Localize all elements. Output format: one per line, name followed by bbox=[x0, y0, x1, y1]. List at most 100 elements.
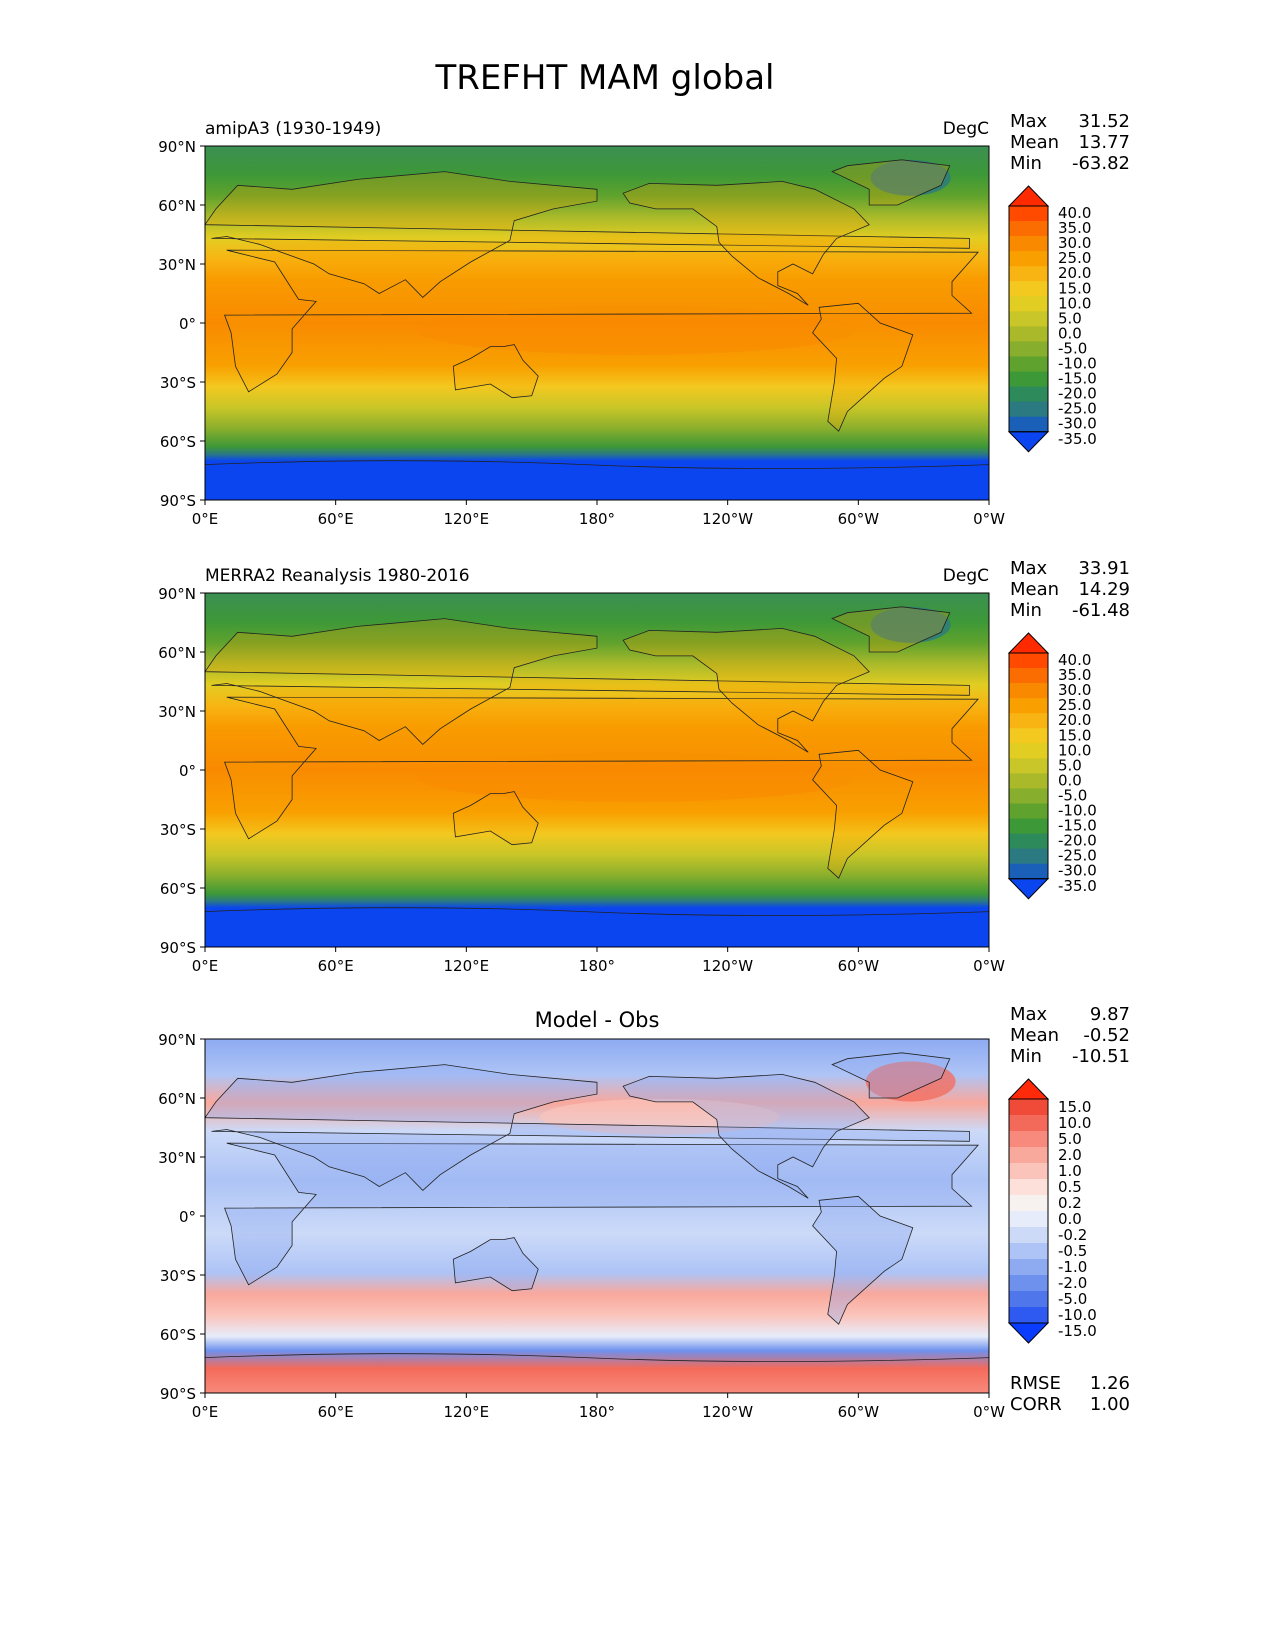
coastline bbox=[204, 618, 970, 745]
coastline bbox=[224, 249, 979, 393]
colorbar-bin bbox=[1009, 221, 1048, 237]
y-tick-label: 30°N bbox=[158, 256, 196, 274]
coastline bbox=[452, 791, 539, 846]
panel-title-left: MERRA2 Reanalysis 1980-2016 bbox=[205, 566, 470, 586]
y-tick-label: 90°N bbox=[158, 138, 196, 156]
colorbar-bin bbox=[1009, 833, 1048, 850]
x-tick-label: 60°E bbox=[318, 1403, 354, 1421]
colorbar-bin bbox=[1009, 1211, 1048, 1228]
y-tick-label: 30°S bbox=[160, 374, 196, 392]
colorbar-tick-label: 0.0 bbox=[1058, 1210, 1082, 1228]
coastline bbox=[224, 696, 979, 840]
coastline bbox=[622, 627, 870, 753]
x-tick-label: 0°E bbox=[192, 957, 219, 975]
panel-3: Model - Obs 90°N 60°N 30°N 0° 30°S 60°S 90°S0°E… bbox=[158, 1004, 1130, 1421]
y-tick-label: 0° bbox=[179, 315, 196, 333]
x-tick-label: 180° bbox=[579, 510, 615, 528]
colorbar-bin bbox=[1009, 1259, 1048, 1276]
stat-label: Min bbox=[1010, 153, 1042, 174]
colorbar-tick-label: 5.0 bbox=[1058, 1130, 1082, 1148]
stat-label: CORR bbox=[1010, 1394, 1062, 1415]
stat-label: Min bbox=[1010, 1046, 1042, 1067]
colorbar-bin bbox=[1009, 341, 1048, 357]
colorbar-tick-label: -1.0 bbox=[1058, 1258, 1087, 1276]
colorbar-tick-label: 15.0 bbox=[1058, 726, 1091, 744]
colorbar-tick-label: 15.0 bbox=[1058, 1098, 1091, 1116]
colorbar-tick-label: 35.0 bbox=[1058, 219, 1091, 237]
stat-label: Mean bbox=[1010, 579, 1059, 600]
colorbar-bin bbox=[1009, 281, 1048, 297]
colorbar-bin bbox=[1009, 653, 1048, 669]
x-tick-label: 120°W bbox=[702, 510, 753, 528]
warm-pool bbox=[416, 752, 856, 802]
colorbar-bin bbox=[1009, 848, 1048, 865]
stat-value: -10.51 bbox=[1072, 1046, 1130, 1067]
colorbar-bin bbox=[1009, 788, 1048, 804]
colorbar-bin bbox=[1009, 1243, 1048, 1260]
colorbar-tick-label: -5.0 bbox=[1058, 786, 1087, 804]
y-tick-label: 60°S bbox=[160, 880, 196, 898]
coastline bbox=[452, 1237, 539, 1292]
colorbar-tick-label: 0.2 bbox=[1058, 1194, 1082, 1212]
colorbar-bin bbox=[1009, 1195, 1048, 1212]
x-tick-label: 0°E bbox=[192, 510, 219, 528]
colorbar-tick-label: -25.0 bbox=[1058, 400, 1097, 418]
colorbar-tick-label: -10.0 bbox=[1058, 355, 1097, 373]
coastline bbox=[812, 1195, 914, 1325]
panel-2: MERRA2 Reanalysis 1980-2016 DegC 90°N 60°N 3… bbox=[158, 558, 1130, 975]
colorbar-bin bbox=[1009, 683, 1048, 699]
figure-title: TREFHT MAM global bbox=[434, 58, 774, 98]
diff-greenland-warm bbox=[865, 1061, 956, 1102]
panel-units: DegC bbox=[943, 119, 989, 139]
y-tick-label: 60°N bbox=[158, 644, 196, 662]
x-tick-label: 60°W bbox=[838, 510, 880, 528]
colorbar-tick-label: -20.0 bbox=[1058, 832, 1097, 850]
y-tick-label: 90°S bbox=[160, 492, 196, 510]
colorbar-bin bbox=[1009, 401, 1048, 418]
colorbar-tick-label: 0.5 bbox=[1058, 1178, 1082, 1196]
colorbar-bin bbox=[1009, 1147, 1048, 1164]
y-tick-label: 60°S bbox=[160, 433, 196, 451]
antarctica-coastline bbox=[204, 907, 990, 916]
colorbar-bin bbox=[1009, 386, 1048, 403]
x-tick-label: 0°W bbox=[973, 510, 1005, 528]
x-tick-label: 120°W bbox=[702, 957, 753, 975]
colorbar-tick-label: 15.0 bbox=[1058, 279, 1091, 297]
colorbar-bin bbox=[1009, 371, 1048, 388]
x-tick-label: 120°E bbox=[444, 1403, 490, 1421]
coastline bbox=[831, 1052, 951, 1099]
colorbar-tick-label: 10.0 bbox=[1058, 294, 1091, 312]
x-tick-label: 60°W bbox=[838, 957, 880, 975]
colorbar-bin bbox=[1009, 206, 1048, 222]
coastline bbox=[204, 171, 970, 298]
stat-label: Max bbox=[1010, 558, 1048, 579]
y-tick-label: 60°N bbox=[158, 1090, 196, 1108]
y-tick-label: 30°N bbox=[158, 703, 196, 721]
colorbar-bin bbox=[1009, 1307, 1048, 1324]
colorbar-bin bbox=[1009, 1291, 1048, 1308]
stat-label: Mean bbox=[1010, 1025, 1059, 1046]
y-tick-label: 30°N bbox=[158, 1149, 196, 1167]
colorbar-bin bbox=[1009, 1179, 1048, 1196]
colorbar-bin bbox=[1009, 743, 1048, 759]
colorbar-tick-label: -35.0 bbox=[1058, 430, 1097, 448]
colorbar-extend-min bbox=[1007, 1322, 1050, 1344]
colorbar-bin bbox=[1009, 713, 1048, 729]
colorbar-tick-label: 10.0 bbox=[1058, 1114, 1091, 1132]
map-field bbox=[205, 1039, 989, 1393]
colorbar-tick-label: -25.0 bbox=[1058, 847, 1097, 865]
colorbar-tick-label: 25.0 bbox=[1058, 249, 1091, 267]
colorbar-bin bbox=[1009, 416, 1048, 433]
stat-label: RMSE bbox=[1010, 1373, 1061, 1394]
stat-value: 14.29 bbox=[1078, 579, 1130, 600]
colorbar-tick-label: -10.0 bbox=[1058, 802, 1097, 820]
coastline bbox=[622, 180, 870, 306]
colorbar-bin bbox=[1009, 326, 1048, 342]
colorbar-bin bbox=[1009, 758, 1048, 774]
colorbar-tick-label: -15.0 bbox=[1058, 370, 1097, 388]
y-tick-label: 90°S bbox=[160, 939, 196, 957]
colorbar-bin bbox=[1009, 773, 1048, 789]
colorbar-bin bbox=[1009, 236, 1048, 252]
coastline bbox=[831, 159, 951, 206]
stat-label: Max bbox=[1010, 111, 1048, 132]
